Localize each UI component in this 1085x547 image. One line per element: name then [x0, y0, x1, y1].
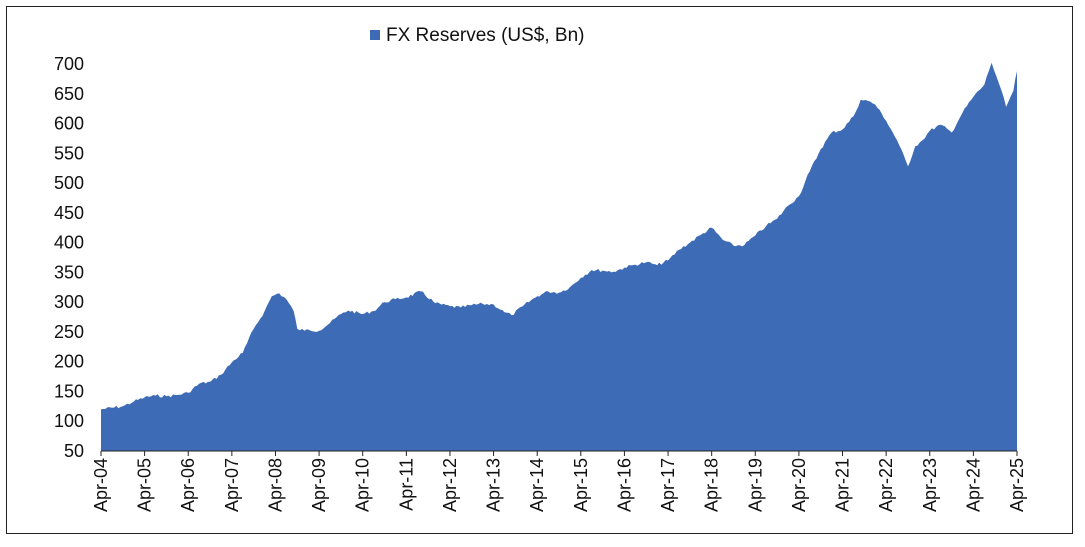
x-axis: Apr-04 Apr-05 Apr-06 Apr-07 Apr-08 Apr-09 Apr-…	[91, 450, 1027, 512]
y-tick-label: 200	[54, 352, 84, 372]
y-tick-label: 400	[54, 233, 84, 253]
y-tick-label: 100	[54, 411, 84, 431]
x-tick-label: Apr-04	[91, 458, 111, 512]
y-tick-label: 350	[54, 262, 84, 282]
x-tick-label: Apr-05	[135, 458, 155, 512]
y-tick-label: 700	[54, 54, 84, 74]
y-tick-label: 600	[54, 114, 84, 134]
y-tick-label: 50	[64, 441, 84, 461]
x-tick-label: Apr-24	[963, 458, 983, 512]
x-tick-label: Apr-19	[745, 458, 765, 512]
x-tick-label: Apr-22	[876, 458, 896, 512]
x-tick-label: Apr-12	[440, 458, 460, 512]
x-tick-label: Apr-23	[920, 458, 940, 512]
y-axis: 50 100 150 200 250 300 350 400 450 500 550 600 650 70…	[54, 54, 84, 461]
legend-swatch	[370, 30, 380, 40]
x-tick-label: Apr-07	[222, 458, 242, 512]
plot-area	[101, 62, 1017, 452]
x-tick-label: Apr-21	[833, 458, 853, 512]
x-tick-label: Apr-11	[396, 458, 416, 511]
y-tick-label: 500	[54, 173, 84, 193]
x-tick-label: Apr-18	[702, 458, 722, 512]
x-tick-label: Apr-13	[484, 458, 504, 512]
x-tick-label: Apr-20	[789, 458, 809, 512]
y-tick-label: 300	[54, 292, 84, 312]
y-tick-label: 450	[54, 203, 84, 223]
y-tick-label: 250	[54, 322, 84, 342]
x-tick-label: Apr-25	[1007, 458, 1027, 512]
x-tick-label: Apr-08	[266, 458, 286, 512]
x-tick-label: Apr-10	[353, 458, 373, 512]
x-tick-label: Apr-14	[527, 458, 547, 512]
legend-label: FX Reserves (US$, Bn)	[386, 25, 585, 46]
series-area-fx-reserves	[101, 62, 1017, 452]
y-tick-label: 150	[54, 381, 84, 401]
x-tick-label: Apr-06	[178, 458, 198, 512]
y-tick-label: 550	[54, 143, 84, 163]
x-tick-label: Apr-09	[309, 458, 329, 512]
x-tick-label: Apr-15	[571, 458, 591, 512]
x-tick-label: Apr-17	[658, 458, 678, 512]
legend: FX Reserves (US$, Bn)	[370, 25, 585, 46]
x-tick-label: Apr-16	[614, 458, 634, 512]
y-tick-label: 650	[54, 84, 84, 104]
